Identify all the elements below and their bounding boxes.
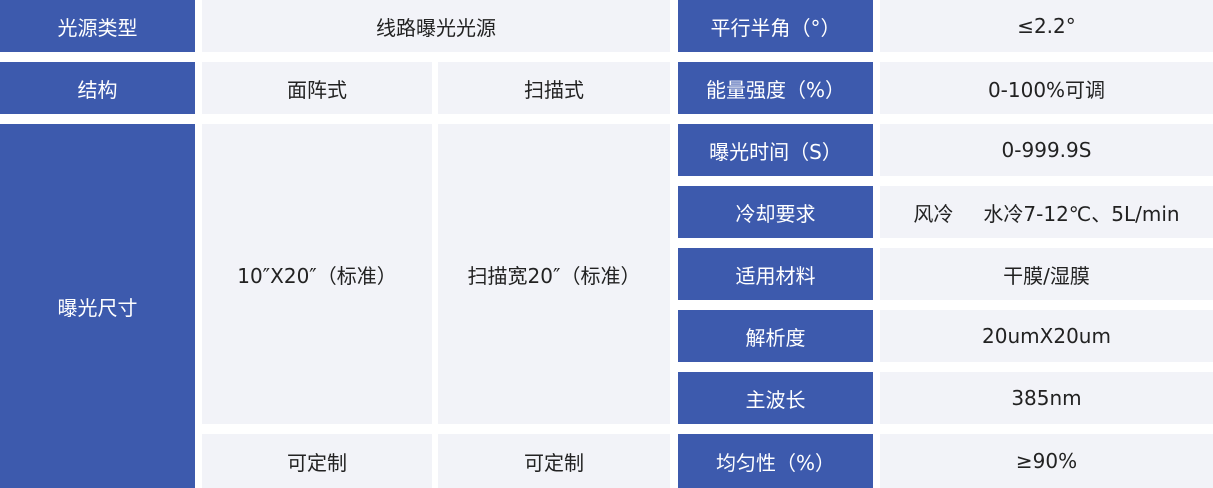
spec-value: 385nm	[880, 372, 1213, 424]
spec-value: 0-100%可调	[880, 62, 1213, 114]
spec-value: ≥90%	[880, 434, 1213, 488]
spec-label: 冷却要求	[678, 186, 873, 238]
light-source-value: 线路曝光光源	[202, 0, 670, 52]
spec-value-cooling: 风冷 水冷7-12℃、5L/min	[880, 186, 1213, 238]
spec-label: 均匀性（%）	[678, 434, 873, 488]
exposure-size-area-custom: 可定制	[202, 434, 432, 488]
cooling-air: 风冷	[913, 201, 954, 226]
spec-label: 平行半角（°）	[678, 0, 873, 52]
exposure-size-scan-custom: 可定制	[438, 434, 670, 488]
spec-label: 曝光时间（S）	[678, 124, 873, 176]
spec-label: 解析度	[678, 310, 873, 362]
light-source-label: 光源类型	[0, 0, 195, 52]
structure-label: 结构	[0, 62, 195, 114]
spec-value: ≤2.2°	[880, 0, 1213, 52]
spec-label: 主波长	[678, 372, 873, 424]
spec-value: 20umX20um	[880, 310, 1213, 362]
spec-value: 0-999.9S	[880, 124, 1213, 176]
cooling-water: 水冷7-12℃、5L/min	[983, 201, 1180, 226]
spec-label: 适用材料	[678, 248, 873, 300]
exposure-size-scan: 扫描宽20″（标准）	[438, 124, 670, 424]
spec-value: 干膜/湿膜	[880, 248, 1213, 300]
exposure-size-label: 曝光尺寸	[0, 124, 195, 488]
spec-label: 能量强度（%）	[678, 62, 873, 114]
structure-area: 面阵式	[202, 62, 432, 114]
exposure-size-area: 10″X20″（标准）	[202, 124, 432, 424]
structure-scan: 扫描式	[438, 62, 670, 114]
